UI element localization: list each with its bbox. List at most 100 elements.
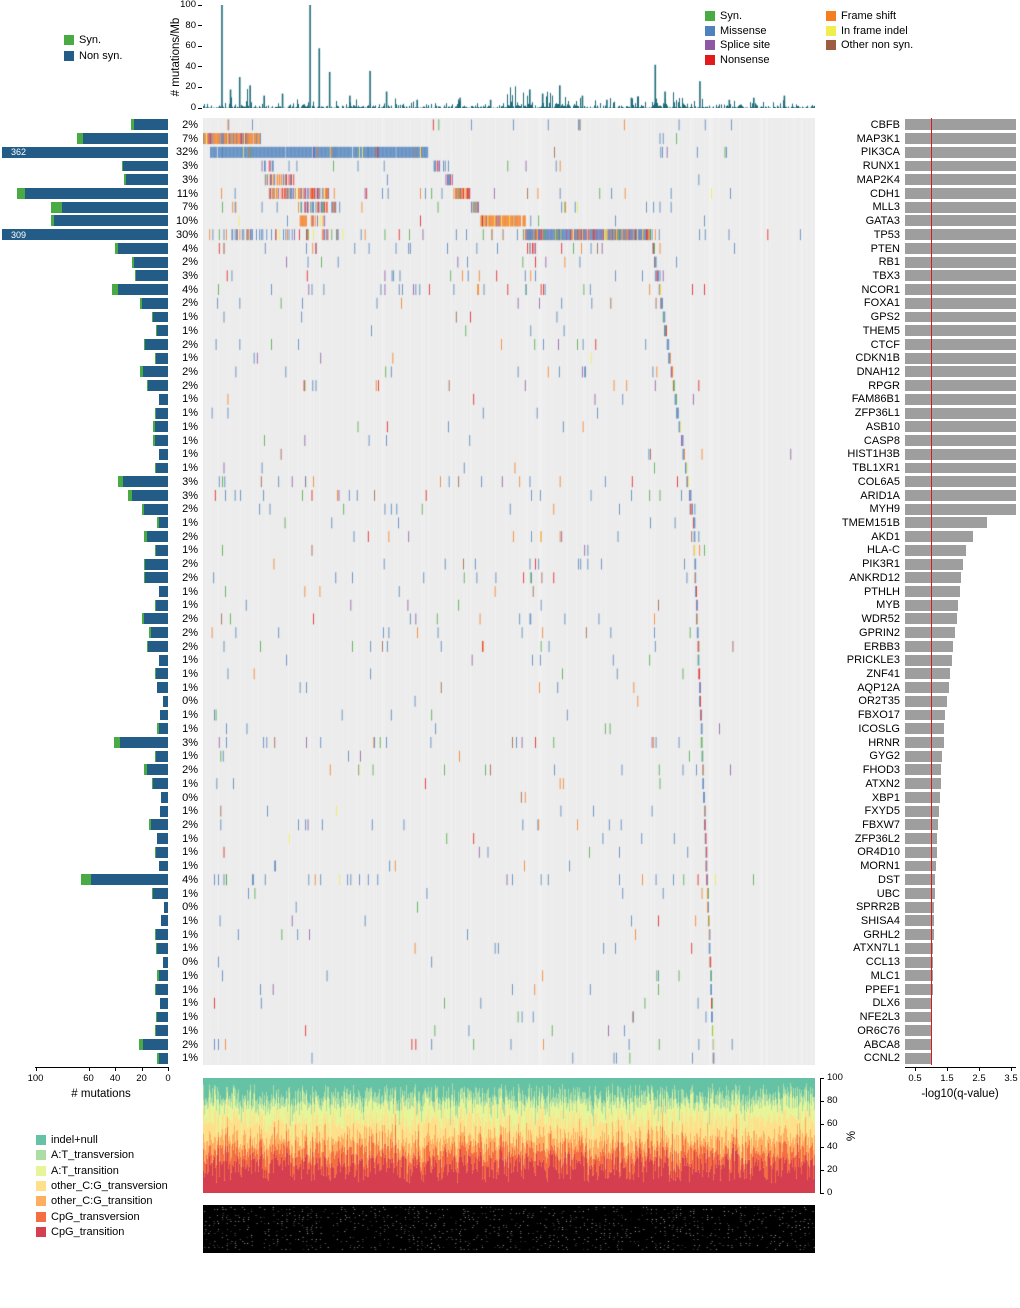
qvalue-bar <box>905 819 939 831</box>
tick-mark <box>820 1100 824 1102</box>
gene-percent: 1% <box>182 585 198 598</box>
gene-name: DLX6 <box>872 997 900 1010</box>
mutation-count-bar-syn <box>144 338 146 350</box>
qvalue-bar <box>905 1011 933 1023</box>
gene-name: COL6A5 <box>857 475 900 488</box>
gene-percent: 4% <box>182 873 198 886</box>
mutation-count-bar <box>156 462 168 474</box>
mutation-count-bar <box>156 668 168 680</box>
gene-name: MAP3K1 <box>856 132 900 145</box>
gene-percent: 1% <box>182 832 198 845</box>
mutation-count-bar <box>153 778 168 790</box>
qvalue-bar <box>905 393 1016 405</box>
legend-label: Missense <box>720 24 767 37</box>
tick-mark <box>115 1067 116 1071</box>
gene-percent: 1% <box>182 407 198 420</box>
gene-percent: 0% <box>182 695 198 708</box>
gene-name: OR6C76 <box>857 1024 900 1037</box>
mutation-count-bar <box>136 270 168 282</box>
top-tick-mark <box>198 25 202 27</box>
tick-label: 40 <box>827 1141 838 1152</box>
legend-label: Frame shift <box>841 10 897 22</box>
mutation-count-bar-syn <box>152 887 154 899</box>
mutation-count-bar <box>157 325 168 337</box>
gene-percent: 30% <box>175 228 198 241</box>
gene-name: RPGR <box>868 379 900 392</box>
mutation-count-bar <box>158 1052 168 1064</box>
qvalue-bar <box>905 846 937 858</box>
qvalue-bar <box>905 366 1016 378</box>
gene-percent: 1% <box>182 654 198 667</box>
gene-name: TBX3 <box>872 269 900 282</box>
mutation-count-bar-syn <box>132 256 134 268</box>
mutation-count-bar <box>160 997 168 1009</box>
mutation-count-bar-syn <box>154 407 157 419</box>
legend-swatch <box>826 40 836 50</box>
top-tick-mark <box>198 4 202 6</box>
gene-percent: 4% <box>182 283 198 296</box>
gene-name: MLC1 <box>870 969 900 982</box>
mutation-count-bar-syn <box>154 462 157 474</box>
mutation-count-bar <box>158 654 168 666</box>
overflow-count-label: 362 <box>11 147 27 158</box>
mutation-count-bar-syn <box>134 270 137 282</box>
mutation-count-bar <box>141 297 168 309</box>
gene-name: SHISA4 <box>860 915 900 928</box>
mutation-count-bar <box>24 188 168 199</box>
qvalue-bar <box>905 984 933 995</box>
qvalue-bar <box>905 119 1016 131</box>
gene-percent: 1% <box>182 983 198 996</box>
mutation-count-bar <box>91 874 168 886</box>
gene-name: ZFP36L2 <box>854 832 900 845</box>
mutation-count-bar <box>158 723 168 735</box>
mutation-count-bar-syn <box>154 668 157 680</box>
gene-percent: 1% <box>182 969 198 982</box>
qvalue-bar <box>905 613 957 625</box>
top-tick-label: 80 <box>185 19 196 31</box>
qvalue-bar <box>905 874 936 886</box>
mutation-count-bar-syn <box>124 174 126 186</box>
gene-percent: 1% <box>182 1052 198 1065</box>
tick-label: 20 <box>136 1073 147 1084</box>
tick-label: 80 <box>827 1095 838 1106</box>
gene-name: ARID1A <box>860 489 900 502</box>
gene-percent: 1% <box>182 448 198 461</box>
qvalue-bar <box>905 586 960 597</box>
gene-percent: 2% <box>182 503 198 516</box>
mutation-count-bar <box>156 407 168 419</box>
gene-name: ATXN2 <box>865 777 900 790</box>
gene-percent: 1% <box>182 860 198 873</box>
qvalue-bar <box>905 544 967 556</box>
gene-percent: 3% <box>182 173 198 186</box>
tick-mark <box>947 1067 948 1071</box>
gene-percent: 1% <box>182 750 198 763</box>
qvalue-bar <box>905 1025 932 1037</box>
legend-item: Missense <box>705 25 766 37</box>
tick-label: 100 <box>27 1073 44 1084</box>
mutation-count-bar-syn <box>157 970 159 982</box>
qvalue-bar <box>905 929 934 941</box>
mutation-count-bar <box>153 311 168 323</box>
legend-item: other_C:G_transversion <box>36 1180 168 1192</box>
qvalue-bar <box>905 956 933 968</box>
tick-mark <box>820 1192 824 1194</box>
mutation-count-bar-syn <box>157 1052 159 1064</box>
qvalue-bar <box>905 723 945 735</box>
mutation-count-bar-syn <box>154 929 157 941</box>
legend-label: other_C:G_transition <box>51 1195 153 1208</box>
mutation-count-bar <box>156 599 168 611</box>
qvalue-bar <box>905 146 1016 158</box>
qvalue-bar <box>905 860 936 872</box>
top-tick-label: 0 <box>190 102 196 113</box>
mutation-count-bar-syn <box>16 188 25 199</box>
gene-name: MAP2K4 <box>856 173 900 186</box>
gene-name: PIK3CA <box>860 146 900 159</box>
gene-name: ZFP36L1 <box>854 407 900 420</box>
spectrum-axis-line <box>820 1078 821 1193</box>
qvalue-bar <box>905 668 951 680</box>
tick-mark <box>88 1067 90 1071</box>
qvalue-bar <box>905 215 1016 227</box>
qvalue-bar <box>905 627 955 639</box>
gene-name: PIK3R1 <box>862 558 900 571</box>
mutation-count-bar <box>158 517 168 529</box>
